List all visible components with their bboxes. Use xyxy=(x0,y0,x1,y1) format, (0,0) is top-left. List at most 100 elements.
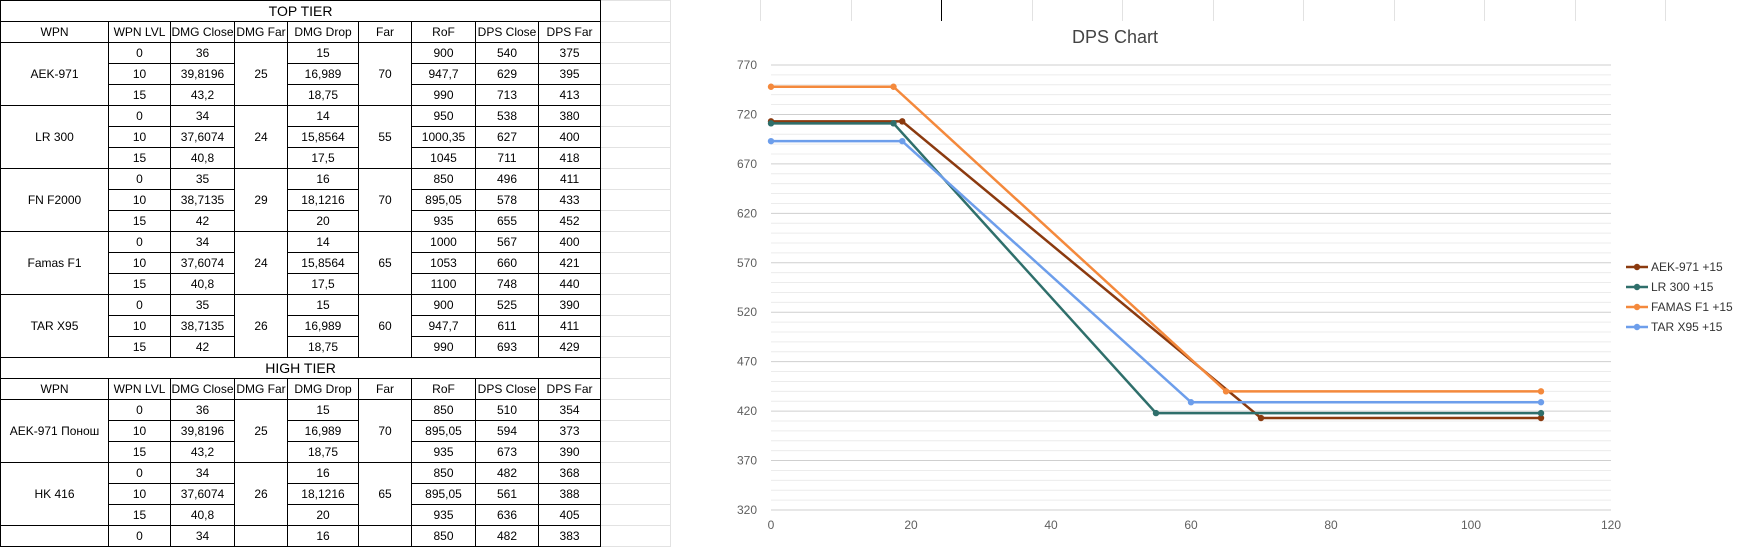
cell[interactable]: 35 xyxy=(170,294,235,316)
cell[interactable]: 950 xyxy=(411,105,476,127)
cell[interactable]: 452 xyxy=(537,210,602,232)
dmg-far-cell[interactable]: 26 xyxy=(234,294,288,358)
cell[interactable]: 15 xyxy=(287,399,359,421)
cell[interactable]: 400 xyxy=(537,126,602,148)
cell[interactable]: 935 xyxy=(411,504,476,526)
column-header[interactable]: RoF xyxy=(411,378,476,400)
empty-cell[interactable] xyxy=(600,105,672,127)
column-header[interactable]: DMG Close xyxy=(170,21,235,43)
cell[interactable]: 375 xyxy=(537,42,602,64)
cell[interactable]: 354 xyxy=(537,399,602,421)
cell[interactable]: 990 xyxy=(411,336,476,358)
empty-cell[interactable] xyxy=(600,357,672,379)
cell[interactable]: 395 xyxy=(537,63,602,85)
cell[interactable]: 36 xyxy=(170,42,235,64)
cell[interactable]: 850 xyxy=(411,525,476,547)
empty-cell[interactable] xyxy=(600,441,672,463)
cell[interactable]: 10 xyxy=(108,63,171,85)
column-header[interactable]: RoF xyxy=(411,21,476,43)
cell[interactable]: 440 xyxy=(537,273,602,295)
empty-cell[interactable] xyxy=(600,63,672,85)
far-cell[interactable]: 70 xyxy=(358,168,412,232)
cell[interactable]: 561 xyxy=(475,483,539,505)
cell[interactable]: 400 xyxy=(537,231,602,253)
cell[interactable]: 496 xyxy=(475,168,539,190)
cell[interactable]: 34 xyxy=(170,525,235,547)
weapon-name-cell[interactable]: Famas F1 xyxy=(0,231,109,295)
cell[interactable]: 16,989 xyxy=(287,420,359,442)
cell[interactable]: 413 xyxy=(537,84,602,106)
cell[interactable]: 1000 xyxy=(411,231,476,253)
cell[interactable]: 850 xyxy=(411,399,476,421)
empty-cell[interactable] xyxy=(600,378,672,400)
cell[interactable]: 40,8 xyxy=(170,273,235,295)
cell[interactable]: 380 xyxy=(537,105,602,127)
cell[interactable]: 0 xyxy=(108,105,171,127)
cell[interactable]: 16,989 xyxy=(287,63,359,85)
cell[interactable]: 17,5 xyxy=(287,273,359,295)
cell[interactable]: 37,6074 xyxy=(170,252,235,274)
cell[interactable]: 1000,35 xyxy=(411,126,476,148)
dmg-far-cell[interactable]: 25 xyxy=(234,42,288,106)
cell[interactable]: 390 xyxy=(537,294,602,316)
cell[interactable]: 947,7 xyxy=(411,315,476,337)
cell[interactable]: 38,7135 xyxy=(170,315,235,337)
column-header[interactable]: DPS Far xyxy=(537,21,602,43)
cell[interactable]: 43,2 xyxy=(170,441,235,463)
cell[interactable]: 405 xyxy=(537,504,602,526)
cell[interactable]: 947,7 xyxy=(411,63,476,85)
cell[interactable]: 15,8564 xyxy=(287,252,359,274)
cell[interactable]: 411 xyxy=(537,168,602,190)
cell[interactable]: 20 xyxy=(287,210,359,232)
cell[interactable]: 18,1216 xyxy=(287,189,359,211)
cell[interactable]: 15 xyxy=(108,504,171,526)
cell[interactable]: 429 xyxy=(537,336,602,358)
far-cell[interactable]: 65 xyxy=(358,462,412,526)
cell[interactable]: 10 xyxy=(108,189,171,211)
empty-cell[interactable] xyxy=(600,189,672,211)
cell[interactable]: 0 xyxy=(108,168,171,190)
cell[interactable]: 388 xyxy=(537,483,602,505)
column-header[interactable]: DMG Close xyxy=(170,378,235,400)
empty-cell[interactable] xyxy=(600,231,672,253)
empty-cell[interactable] xyxy=(600,336,672,358)
cell[interactable]: 850 xyxy=(411,462,476,484)
dmg-far-cell[interactable] xyxy=(234,525,288,547)
cell[interactable]: 711 xyxy=(475,147,539,169)
cell[interactable]: 693 xyxy=(475,336,539,358)
empty-cell[interactable] xyxy=(600,210,672,232)
cell[interactable]: 0 xyxy=(108,42,171,64)
cell[interactable]: 16 xyxy=(287,462,359,484)
column-header[interactable]: WPN xyxy=(0,378,109,400)
dmg-far-cell[interactable]: 26 xyxy=(234,462,288,526)
cell[interactable]: 510 xyxy=(475,399,539,421)
empty-cell[interactable] xyxy=(600,462,672,484)
cell[interactable]: 900 xyxy=(411,42,476,64)
cell[interactable]: 15 xyxy=(287,294,359,316)
cell[interactable]: 1053 xyxy=(411,252,476,274)
column-header[interactable]: Far xyxy=(358,378,412,400)
empty-cell[interactable] xyxy=(600,483,672,505)
column-header[interactable]: DPS Close xyxy=(475,21,539,43)
far-cell[interactable]: 55 xyxy=(358,105,412,169)
cell[interactable]: 0 xyxy=(108,399,171,421)
cell[interactable]: 673 xyxy=(475,441,539,463)
column-header[interactable]: WPN LVL xyxy=(108,378,171,400)
cell[interactable]: 34 xyxy=(170,105,235,127)
cell[interactable]: 1100 xyxy=(411,273,476,295)
cell[interactable]: 895,05 xyxy=(411,189,476,211)
empty-cell[interactable] xyxy=(600,252,672,274)
cell[interactable]: 655 xyxy=(475,210,539,232)
high-tier-title[interactable]: HIGH TIER xyxy=(0,357,602,379)
cell[interactable]: 15 xyxy=(108,336,171,358)
empty-cell[interactable] xyxy=(600,147,672,169)
cell[interactable]: 16 xyxy=(287,168,359,190)
weapon-name-cell[interactable]: LR 300 xyxy=(0,105,109,169)
empty-cell[interactable] xyxy=(600,21,672,43)
cell[interactable]: 900 xyxy=(411,294,476,316)
cell[interactable]: 660 xyxy=(475,252,539,274)
cell[interactable]: 0 xyxy=(108,294,171,316)
empty-cell[interactable] xyxy=(600,126,672,148)
cell[interactable]: 39,8196 xyxy=(170,420,235,442)
cell[interactable]: 14 xyxy=(287,231,359,253)
